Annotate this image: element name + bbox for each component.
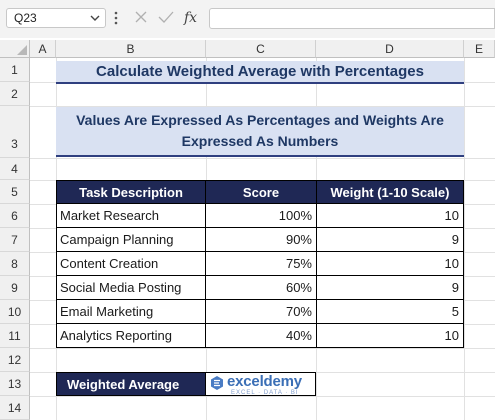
cell-weight[interactable]: 10 xyxy=(316,252,464,276)
row-header-7[interactable]: 7 xyxy=(0,228,30,252)
svg-text:fx: fx xyxy=(183,10,197,26)
cell-weight[interactable]: 9 xyxy=(316,228,464,252)
row-header-3[interactable]: 3 xyxy=(0,106,30,158)
exceldemy-watermark: exceldemy EXCEL · DATA · BI xyxy=(205,373,317,396)
row-header-9[interactable]: 9 xyxy=(0,276,30,300)
row-header-14[interactable]: 14 xyxy=(0,396,30,420)
cell-weight[interactable]: 5 xyxy=(316,300,464,324)
column-header-e[interactable]: E xyxy=(464,40,495,58)
column-header-c[interactable]: C xyxy=(206,40,316,58)
select-all-corner[interactable] xyxy=(0,40,30,58)
insert-function-icon[interactable]: fx xyxy=(183,10,197,26)
formula-tools: fx xyxy=(135,10,197,26)
row-header-12[interactable]: 12 xyxy=(0,348,30,372)
enter-check-icon[interactable] xyxy=(158,11,174,23)
cell-score[interactable]: 40% xyxy=(205,324,317,348)
row-header-2[interactable]: 2 xyxy=(0,82,30,106)
header-score[interactable]: Score xyxy=(205,180,317,204)
cell-score[interactable]: 70% xyxy=(205,300,317,324)
chevron-down-icon[interactable] xyxy=(90,13,100,23)
row-header-6[interactable]: 6 xyxy=(0,204,30,228)
name-box[interactable]: Q23 xyxy=(6,8,106,28)
column-header-b[interactable]: B xyxy=(56,40,206,58)
row-header-1[interactable]: 1 xyxy=(0,58,30,82)
header-task-description[interactable]: Task Description xyxy=(56,180,206,204)
sheet-title[interactable]: Calculate Weighted Average with Percenta… xyxy=(56,61,464,84)
cell-weight[interactable]: 10 xyxy=(316,204,464,228)
watermark-tagline: EXCEL · DATA · BI xyxy=(231,390,299,396)
formula-input[interactable] xyxy=(209,8,495,29)
cell-task[interactable]: Campaign Planning xyxy=(56,228,206,252)
more-options-icon[interactable] xyxy=(113,9,119,27)
weighted-average-value[interactable] xyxy=(205,372,316,396)
cell-task[interactable]: Analytics Reporting xyxy=(56,324,206,348)
cell-task[interactable]: Social Media Posting xyxy=(56,276,206,300)
weighted-average-label[interactable]: Weighted Average xyxy=(56,372,206,396)
cancel-icon[interactable] xyxy=(135,11,147,23)
column-header-d[interactable]: D xyxy=(316,40,464,58)
row-header-11[interactable]: 11 xyxy=(0,324,30,348)
cell-task[interactable]: Content Creation xyxy=(56,252,206,276)
watermark-name: exceldemy xyxy=(227,373,302,390)
cell-score[interactable]: 60% xyxy=(205,276,317,300)
name-box-value: Q23 xyxy=(14,11,37,25)
formula-bar: Q23 fx xyxy=(0,0,495,38)
row-header-13[interactable]: 13 xyxy=(0,372,30,396)
cell-task[interactable]: Email Marketing xyxy=(56,300,206,324)
sheet-subtitle[interactable]: Values Are Expressed As Percentages and … xyxy=(56,107,464,157)
cell-weight[interactable]: 9 xyxy=(316,276,464,300)
row-header-5[interactable]: 5 xyxy=(0,180,30,204)
cell-score[interactable]: 100% xyxy=(205,204,317,228)
header-weight[interactable]: Weight (1-10 Scale) xyxy=(316,180,464,204)
cell-score[interactable]: 90% xyxy=(205,228,317,252)
cell-weight[interactable]: 10 xyxy=(316,324,464,348)
cell-score[interactable]: 75% xyxy=(205,252,317,276)
exceldemy-logo-icon xyxy=(211,376,223,390)
row-header-4[interactable]: 4 xyxy=(0,158,30,180)
row-header-10[interactable]: 10 xyxy=(0,300,30,324)
cell-task[interactable]: Market Research xyxy=(56,204,206,228)
row-header-8[interactable]: 8 xyxy=(0,252,30,276)
column-header-a[interactable]: A xyxy=(30,40,56,58)
